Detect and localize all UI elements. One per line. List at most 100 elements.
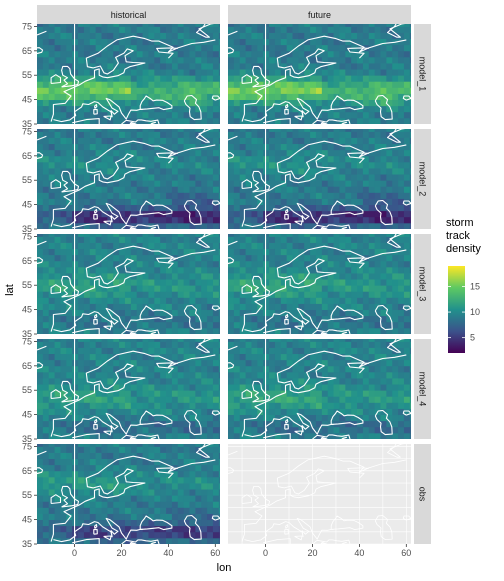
heatmap-cell xyxy=(137,125,143,131)
heatmap-cell xyxy=(66,39,72,45)
heatmap-cell xyxy=(190,192,196,198)
heatmap-cell xyxy=(172,125,178,131)
heatmap-cell xyxy=(137,514,143,520)
heatmap-cell xyxy=(148,366,154,372)
heatmap-cell xyxy=(207,421,213,427)
heatmap-cell xyxy=(84,526,90,532)
heatmap-cell xyxy=(55,465,61,471)
heatmap-cell xyxy=(281,150,287,156)
heatmap-cell xyxy=(119,199,125,205)
heatmap-cell xyxy=(263,267,269,273)
heatmap-cell xyxy=(102,100,108,106)
heatmap-cell xyxy=(37,507,43,513)
heatmap-cell xyxy=(172,514,178,520)
heatmap-cell xyxy=(357,304,363,310)
heatmap-cell xyxy=(213,366,219,372)
heatmap-cell xyxy=(90,335,96,341)
heatmap-cell xyxy=(113,360,119,366)
heatmap-cell xyxy=(201,51,207,57)
heatmap-cell xyxy=(234,180,240,186)
heatmap-cell xyxy=(351,322,357,328)
heatmap-cell xyxy=(404,106,410,112)
heatmap-cell xyxy=(60,514,66,520)
heatmap-cell xyxy=(304,45,310,51)
heatmap-cell xyxy=(119,192,125,198)
heatmap-cell xyxy=(137,26,143,32)
heatmap-cell xyxy=(246,144,252,150)
heatmap-cell xyxy=(172,69,178,75)
heatmap-cell xyxy=(131,87,137,93)
heatmap-cell xyxy=(310,372,316,378)
heatmap-cell xyxy=(369,51,375,57)
heatmap-cell xyxy=(207,168,213,174)
heatmap-cell xyxy=(66,106,72,112)
heatmap-cell xyxy=(201,211,207,217)
heatmap-cell xyxy=(143,291,149,297)
heatmap-cell xyxy=(275,297,281,303)
heatmap-cell xyxy=(304,192,310,198)
heatmap-cell xyxy=(201,174,207,180)
heatmap-cell xyxy=(281,273,287,279)
heatmap-cell xyxy=(322,87,328,93)
heatmap-cell xyxy=(263,87,269,93)
heatmap-cell xyxy=(213,81,219,87)
heatmap-cell xyxy=(190,230,196,236)
heatmap-cell xyxy=(154,57,160,63)
heatmap-cell xyxy=(143,230,149,236)
heatmap-cell xyxy=(148,131,154,137)
heatmap-cell xyxy=(351,328,357,334)
heatmap-cell xyxy=(213,168,219,174)
heatmap-cell xyxy=(310,100,316,106)
heatmap-cell xyxy=(234,138,240,144)
heatmap-cell xyxy=(246,39,252,45)
heatmap-cell xyxy=(43,273,49,279)
heatmap-cell xyxy=(219,328,225,334)
heatmap-cell xyxy=(107,81,113,87)
heatmap-cell xyxy=(190,335,196,341)
heatmap-cell xyxy=(178,433,184,439)
heatmap-cell xyxy=(234,211,240,217)
heatmap-cell xyxy=(322,285,328,291)
heatmap-cell xyxy=(154,162,160,168)
heatmap-cell xyxy=(143,415,149,421)
heatmap-cell xyxy=(84,501,90,507)
heatmap-cell xyxy=(293,328,299,334)
heatmap-cell xyxy=(172,415,178,421)
heatmap-cell xyxy=(148,396,154,402)
heatmap-cell xyxy=(154,402,160,408)
heatmap-cell xyxy=(240,249,246,255)
heatmap-cell xyxy=(107,507,113,513)
heatmap-cell xyxy=(148,372,154,378)
heatmap-cell xyxy=(269,360,275,366)
heatmap-cell xyxy=(96,249,102,255)
heatmap-cell xyxy=(228,249,234,255)
heatmap-cell xyxy=(213,144,219,150)
heatmap-cell xyxy=(281,378,287,384)
heatmap-cell xyxy=(102,348,108,354)
heatmap-cell xyxy=(322,341,328,347)
heatmap-cell xyxy=(404,378,410,384)
heatmap-cell xyxy=(172,354,178,360)
panel-body xyxy=(18,14,225,125)
heatmap-cell xyxy=(49,310,55,316)
heatmap-cell xyxy=(190,156,196,162)
heatmap-cell xyxy=(363,180,369,186)
heatmap-cell xyxy=(66,453,72,459)
heatmap-cell xyxy=(328,94,334,100)
heatmap-cell xyxy=(55,236,61,242)
heatmap-cell xyxy=(398,310,404,316)
heatmap-cell xyxy=(125,291,131,297)
heatmap-cell xyxy=(404,150,410,156)
heatmap-cell xyxy=(78,150,84,156)
heatmap-cell xyxy=(357,335,363,341)
heatmap-cell xyxy=(234,57,240,63)
heatmap-cell xyxy=(246,427,252,433)
heatmap-cell xyxy=(251,230,257,236)
heatmap-cell xyxy=(240,106,246,112)
heatmap-cell xyxy=(43,87,49,93)
heatmap-cell xyxy=(293,396,299,402)
heatmap-cell xyxy=(119,372,125,378)
heatmap-cell xyxy=(275,322,281,328)
heatmap-cell xyxy=(172,57,178,63)
heatmap-cell xyxy=(392,162,398,168)
